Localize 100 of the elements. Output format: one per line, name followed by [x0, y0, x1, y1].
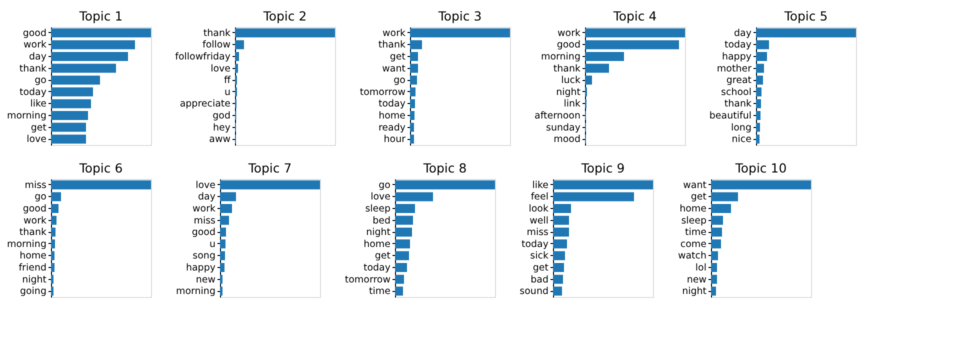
y-tick-label: home	[680, 204, 707, 214]
chart-title: Topic 4	[612, 8, 657, 24]
chart-title: Topic 7	[247, 160, 292, 176]
bar	[220, 192, 236, 202]
bar	[395, 228, 412, 237]
y-tick-label: followfriday	[175, 52, 231, 62]
y-tick-label: like	[30, 98, 47, 110]
bar	[756, 52, 767, 61]
y-tick-label: miss	[194, 215, 216, 226]
y-tick-label: morning	[176, 286, 216, 298]
y-tick-label: love	[370, 192, 391, 203]
bar	[395, 192, 433, 202]
y-tick-label: good	[556, 40, 580, 51]
bar	[395, 216, 413, 225]
y-tick-label: day	[198, 192, 216, 203]
bar	[553, 263, 564, 272]
bar	[553, 228, 569, 237]
y-tick-label: afternoon	[534, 110, 580, 122]
y-tick-label: great	[726, 75, 752, 86]
chart-title: Topic 5	[783, 8, 828, 24]
bar	[395, 204, 415, 213]
bar	[395, 274, 404, 284]
y-tick-label: thank	[203, 28, 231, 39]
bar	[410, 28, 510, 38]
bar	[585, 40, 679, 50]
bar	[51, 99, 91, 108]
bar	[410, 64, 418, 73]
y-tick-label: home	[20, 250, 47, 262]
bar	[51, 64, 116, 73]
bar	[756, 111, 760, 120]
bar	[553, 216, 569, 225]
bar	[51, 228, 56, 237]
y-tick-label: today	[19, 86, 47, 98]
y-tick-label: hour	[384, 134, 406, 146]
bar	[410, 134, 414, 144]
y-tick-label: thank	[724, 98, 752, 110]
y-tick-label: sick	[530, 250, 549, 262]
y-tick-label: friend	[18, 262, 46, 274]
bar	[756, 28, 856, 38]
y-tick-label: get	[30, 122, 47, 134]
y-tick-label: come	[680, 238, 707, 250]
y-tick-label: going	[20, 286, 46, 298]
y-tick-label: night	[556, 86, 581, 98]
y-tick-label: bed	[372, 215, 390, 226]
bar	[395, 286, 403, 296]
y-tick-label: feel	[530, 192, 548, 203]
y-tick-label: mother	[716, 63, 752, 74]
y-tick-label: hey	[213, 122, 231, 134]
bar	[585, 76, 592, 85]
y-tick-label: miss	[526, 227, 549, 238]
y-tick-label: thank	[378, 40, 406, 51]
bar	[711, 263, 717, 272]
y-tick-label: well	[530, 215, 548, 226]
y-tick-label: day	[734, 28, 752, 39]
y-tick-label: god	[212, 110, 230, 122]
y-tick-label: thank	[553, 63, 581, 74]
y-tick-label: home	[378, 110, 406, 122]
y-tick-label: tomorrow	[360, 86, 406, 98]
bar	[585, 64, 609, 73]
y-tick-label: like	[532, 180, 549, 191]
y-tick-label: want	[683, 180, 707, 191]
bar	[220, 251, 225, 260]
bar	[756, 134, 760, 144]
chart-title: Topic 8	[422, 160, 467, 176]
bar	[395, 251, 409, 260]
y-tick-label: sound	[520, 286, 548, 298]
bar	[51, 180, 151, 190]
y-tick-label: sleep	[681, 215, 706, 226]
bar	[51, 263, 54, 272]
chart-title: Topic 3	[437, 8, 482, 24]
bar	[756, 99, 761, 108]
bar	[756, 122, 760, 132]
y-tick-label: love	[26, 134, 47, 146]
bar	[711, 274, 717, 284]
y-tick-label: today	[724, 40, 752, 51]
chart-title: Topic 1	[78, 8, 123, 24]
bar	[410, 87, 416, 96]
y-tick-label: song	[192, 250, 216, 262]
bar	[711, 239, 721, 248]
bar	[756, 64, 764, 73]
bar	[235, 28, 335, 38]
bar	[220, 239, 226, 248]
bar	[711, 192, 738, 202]
bar	[756, 40, 769, 50]
y-tick-label: go	[378, 180, 391, 191]
y-tick-label: miss	[24, 180, 47, 191]
y-tick-label: work	[24, 40, 47, 51]
bar	[51, 111, 88, 120]
bar	[410, 76, 417, 85]
y-tick-label: get	[390, 52, 406, 62]
y-tick-label: new	[196, 274, 216, 286]
y-tick-label: good	[22, 28, 46, 39]
chart-title: Topic 10	[734, 160, 787, 176]
bar	[51, 52, 128, 61]
y-tick-label: thank	[19, 63, 47, 74]
y-tick-label: sunday	[546, 122, 581, 134]
bar	[220, 228, 226, 237]
bar	[220, 216, 229, 225]
y-tick-label: thank	[19, 227, 47, 238]
bar	[410, 52, 418, 61]
